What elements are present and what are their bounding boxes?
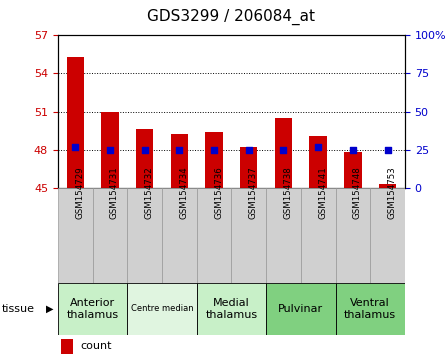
Bar [275, 118, 292, 188]
Bar [136, 129, 153, 188]
Text: GDS3299 / 206084_at: GDS3299 / 206084_at [147, 8, 316, 25]
Bar [67, 57, 84, 188]
Bar [206, 132, 223, 188]
Point [245, 147, 252, 152]
Text: GSM154731: GSM154731 [110, 166, 119, 219]
Text: GSM154748: GSM154748 [353, 166, 362, 219]
Bar [266, 283, 336, 335]
Bar [162, 188, 197, 283]
Bar [379, 184, 396, 188]
Bar [301, 188, 336, 283]
Point [210, 147, 218, 152]
Bar [93, 188, 127, 283]
Text: GSM154732: GSM154732 [145, 166, 154, 219]
Bar [240, 147, 257, 188]
Bar [127, 283, 197, 335]
Text: ▶: ▶ [46, 304, 53, 314]
Text: Ventral
thalamus: Ventral thalamus [344, 298, 396, 320]
Bar [344, 152, 362, 188]
Text: Medial
thalamus: Medial thalamus [205, 298, 258, 320]
Bar [58, 283, 127, 335]
Point [349, 147, 356, 152]
Bar [197, 283, 266, 335]
Bar [197, 188, 231, 283]
Point [280, 147, 287, 152]
Point [384, 147, 391, 152]
Bar [310, 136, 327, 188]
Text: GSM154753: GSM154753 [388, 166, 396, 219]
Text: GSM154734: GSM154734 [179, 166, 188, 219]
Bar [101, 112, 118, 188]
Text: GSM154736: GSM154736 [214, 166, 223, 219]
Bar [58, 188, 93, 283]
Bar [127, 188, 162, 283]
Text: count: count [81, 341, 112, 351]
Bar [266, 188, 301, 283]
Point [176, 147, 183, 152]
Text: GSM154737: GSM154737 [249, 166, 258, 219]
Bar [231, 188, 266, 283]
Text: GSM154738: GSM154738 [283, 166, 292, 219]
Text: tissue: tissue [2, 304, 35, 314]
Text: Pulvinar: Pulvinar [278, 304, 324, 314]
Text: Anterior
thalamus: Anterior thalamus [66, 298, 119, 320]
Point [141, 147, 148, 152]
Bar [336, 188, 370, 283]
Text: Centre median: Centre median [131, 304, 193, 313]
Point [315, 144, 322, 149]
Bar [336, 283, 405, 335]
Point [72, 144, 79, 149]
Bar [370, 188, 405, 283]
Text: GSM154741: GSM154741 [318, 166, 327, 219]
Bar [61, 339, 73, 354]
Bar [171, 134, 188, 188]
Point [106, 147, 113, 152]
Text: GSM154729: GSM154729 [75, 166, 84, 219]
